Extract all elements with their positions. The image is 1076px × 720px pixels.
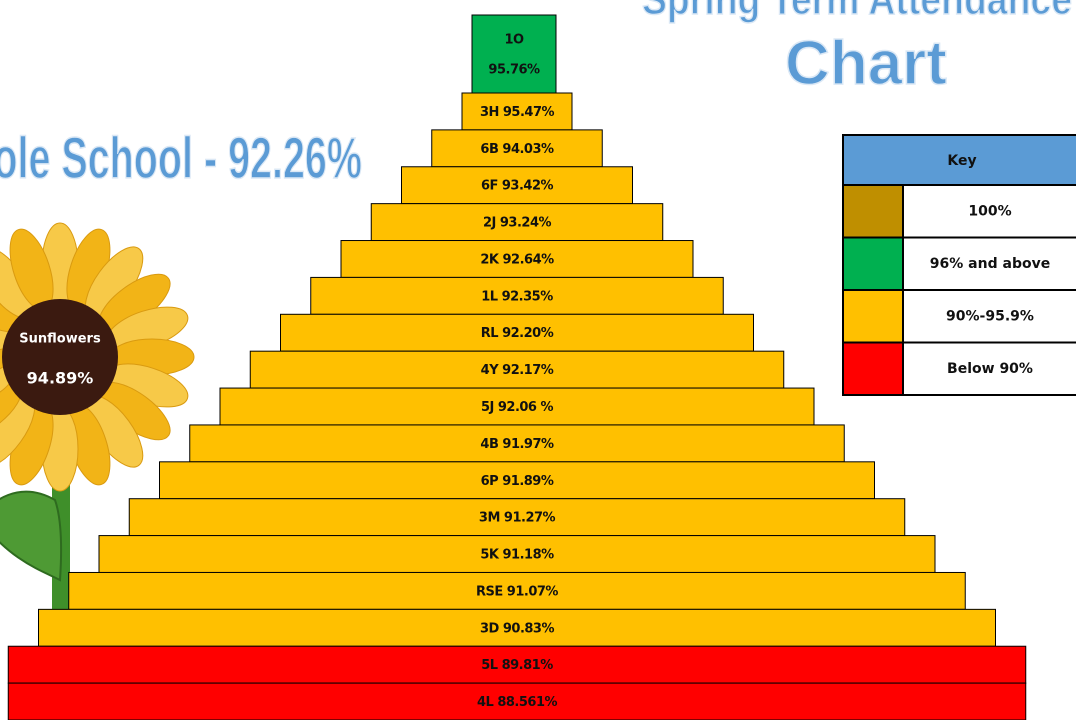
flower-center bbox=[2, 299, 118, 415]
key-swatch bbox=[843, 343, 903, 396]
row-label: 5J 92.06 % bbox=[481, 400, 554, 415]
row-label: RL 92.20% bbox=[481, 326, 554, 341]
key-label: Below 90% bbox=[947, 361, 1033, 377]
key-label: 90%-95.9% bbox=[946, 308, 1034, 324]
row-label: 4B 91.97% bbox=[480, 437, 554, 452]
key-label: 96% and above bbox=[930, 256, 1050, 272]
key-swatch bbox=[843, 238, 903, 291]
row-label: 3D 90.83% bbox=[480, 621, 554, 636]
row-label: RSE 91.07% bbox=[476, 584, 558, 599]
row-label: 6F 93.42% bbox=[481, 179, 554, 194]
key-swatch bbox=[843, 290, 903, 343]
key-label: 100% bbox=[968, 203, 1011, 219]
title-line1: Spring Term Attendance bbox=[642, 0, 1072, 24]
page: Spring Term Attendance Chart Whole Schoo… bbox=[0, 0, 1076, 720]
row-label: 6P 91.89% bbox=[481, 474, 554, 489]
whole-school: Whole School - 92.26% bbox=[0, 126, 362, 191]
row-label: 3M 91.27% bbox=[479, 511, 556, 526]
top-box bbox=[472, 15, 556, 93]
key-title: Key bbox=[947, 153, 976, 169]
title-line2: Chart bbox=[785, 29, 947, 98]
row-label: 4L 88.561% bbox=[477, 695, 558, 710]
row-label: 2K 92.64% bbox=[480, 252, 554, 267]
row-label: 1L 92.35% bbox=[481, 289, 553, 304]
row-label: 5L 89.81% bbox=[481, 658, 553, 673]
sunflower-percent: 94.89% bbox=[27, 369, 94, 388]
key-swatch bbox=[843, 185, 903, 238]
row-label: 3H 95.47% bbox=[480, 105, 555, 120]
row-label: 4Y 92.17% bbox=[481, 363, 554, 378]
top-name: 1O bbox=[504, 33, 524, 48]
sunflower-name: Sunflowers bbox=[19, 332, 101, 347]
row-label: 5K 91.18% bbox=[480, 548, 554, 563]
key-table: Key 100% 96% and above 90%-95.9% Below 90% bbox=[843, 135, 1076, 395]
row-label: 2J 93.24% bbox=[483, 216, 552, 231]
row-label: 6B 94.03% bbox=[480, 142, 554, 157]
leaf bbox=[0, 492, 61, 580]
top-percent: 95.76% bbox=[488, 63, 540, 78]
